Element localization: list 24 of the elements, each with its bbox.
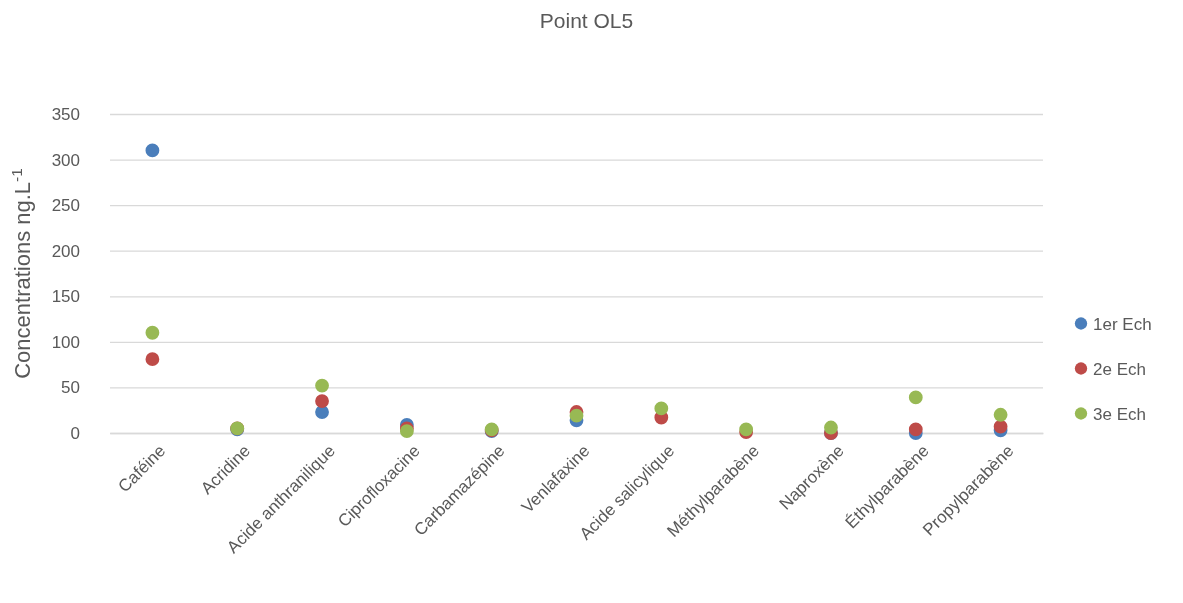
point [315,378,329,393]
point [993,419,1008,434]
y-tick-label: 0 [70,423,80,443]
point [824,420,838,435]
y-tick-label: 300 [51,150,80,170]
point [145,352,160,367]
point [908,422,923,437]
chart-title: Point OL5 [539,9,634,32]
y-tick-label: 50 [61,378,80,398]
y-tick-label: 150 [51,287,80,307]
point [315,394,329,408]
y-tick-label: 250 [51,196,80,216]
legend-label: 3e Ech [1093,404,1146,424]
y-tick-label: 100 [51,332,80,352]
y-tick-label: 200 [51,241,80,261]
legend-label: 1er Ech [1093,314,1152,334]
y-tick-label: 350 [51,104,80,124]
point [908,390,923,405]
point [145,143,160,158]
point [993,407,1008,422]
point [145,325,160,340]
point [569,408,584,423]
legend-label: 2e Ech [1093,359,1146,379]
point [654,401,669,416]
